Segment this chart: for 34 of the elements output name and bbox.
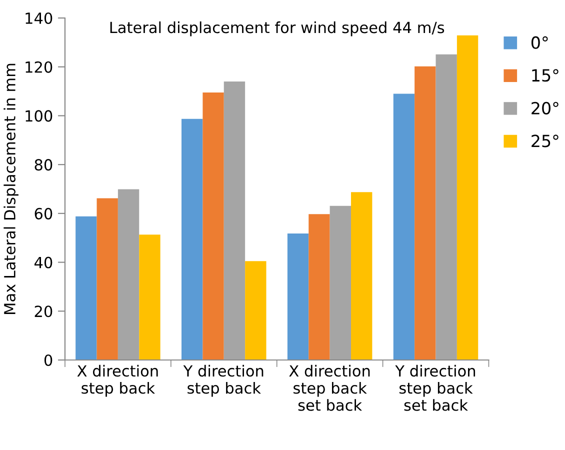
y-tick-label: 20 <box>34 306 52 318</box>
bar <box>182 118 203 360</box>
y-tick-label: 80 <box>34 159 52 171</box>
y-tick-label: 140 <box>26 12 52 24</box>
y-tick-label: 100 <box>26 110 52 122</box>
chart-title: Lateral displacement for wind speed 44 m/s <box>110 21 444 36</box>
x-tick-label: X direction step back <box>77 364 158 397</box>
y-tick-label: 40 <box>34 256 52 268</box>
bar <box>287 233 309 360</box>
x-tick-label: X direction step back set back <box>289 364 370 411</box>
y-tick-label: 60 <box>34 208 52 220</box>
y-tick-label: 0 <box>44 354 52 366</box>
bar <box>245 261 266 360</box>
bar <box>351 192 372 360</box>
bar <box>76 216 97 360</box>
legend-label: 15° <box>532 69 558 82</box>
bar <box>393 94 415 360</box>
y-tick-label: 120 <box>26 61 52 73</box>
x-tick-label: Y direction step back <box>183 364 264 397</box>
bar <box>224 82 246 360</box>
bar <box>414 66 436 360</box>
legend-label: 0° <box>531 36 548 49</box>
bar <box>96 198 118 360</box>
y-axis-title: Max Lateral Displacement in mm <box>4 64 18 314</box>
legend-label: 20° <box>532 102 558 114</box>
bar <box>436 54 457 360</box>
bar <box>308 214 330 360</box>
legend-label: 25° <box>532 134 558 148</box>
bar <box>118 189 140 360</box>
bar <box>202 92 224 360</box>
bar <box>456 35 478 360</box>
bar <box>330 206 352 360</box>
x-tick-label: Y direction step back set back <box>395 364 476 411</box>
bar <box>139 234 160 360</box>
